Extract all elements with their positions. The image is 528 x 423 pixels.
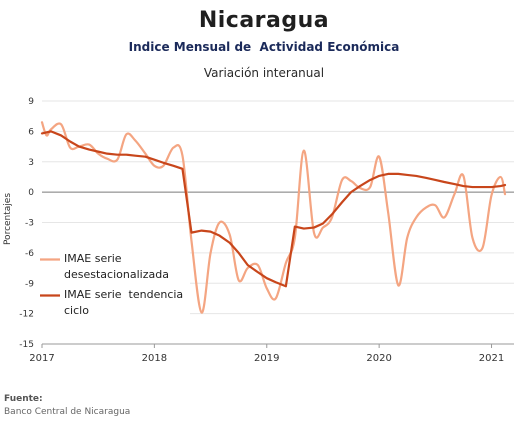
series-line-tendencia bbox=[40, 130, 507, 288]
y-tick-label: -9 bbox=[25, 279, 34, 289]
y-tick-label: 0 bbox=[28, 188, 34, 198]
y-tick-label: -15 bbox=[19, 340, 34, 350]
x-tick-label: 2019 bbox=[254, 353, 279, 364]
legend-label-tendencia: IMAE serie tendencia ciclo bbox=[64, 288, 187, 317]
y-tick-label: 6 bbox=[28, 127, 34, 137]
y-tick-label: 9 bbox=[28, 97, 34, 107]
chart-subtitle: Indice Mensual de Actividad Económica bbox=[128, 40, 400, 54]
legend-label-desestacionalizada: IMAE serie desestacionalizada bbox=[64, 252, 169, 281]
source-text: Banco Central de Nicaragua bbox=[4, 407, 131, 417]
y-axis-label: Porcentajes bbox=[3, 192, 13, 246]
x-tick-label: 2017 bbox=[29, 353, 54, 364]
x-tick-label: 2018 bbox=[142, 353, 167, 364]
y-tick-label: -12 bbox=[19, 310, 34, 320]
legend-swatch-desestacionalizada bbox=[40, 258, 60, 261]
series-line-desestacionalizada bbox=[40, 121, 507, 314]
y-tick-labels: -15 -12 -9 -6 -3 0 3 6 9 bbox=[19, 97, 34, 350]
chart-title: Nicaragua bbox=[198, 8, 330, 33]
y-tick-label: -6 bbox=[25, 249, 34, 259]
legend: IMAE serie desestacionalizada IMAE serie… bbox=[40, 251, 190, 323]
y-tick-label: -3 bbox=[25, 219, 34, 229]
chart-subsubtitle: Variación interanual bbox=[203, 66, 325, 80]
legend-item-tendencia: IMAE serie tendencia ciclo bbox=[40, 287, 189, 319]
x-tick-label: 2020 bbox=[366, 353, 391, 364]
zero-line bbox=[42, 191, 514, 345]
x-tick-labels: 2017 2018 2019 2020 2021 bbox=[29, 344, 504, 364]
legend-swatch-tendencia bbox=[40, 294, 60, 297]
source-heading: Fuente: bbox=[4, 394, 43, 404]
x-tick-label: 2021 bbox=[479, 353, 504, 364]
y-tick-label: 3 bbox=[28, 158, 34, 168]
series-lines bbox=[40, 121, 507, 314]
legend-item-desestacionalizada: IMAE serie desestacionalizada bbox=[40, 251, 189, 283]
